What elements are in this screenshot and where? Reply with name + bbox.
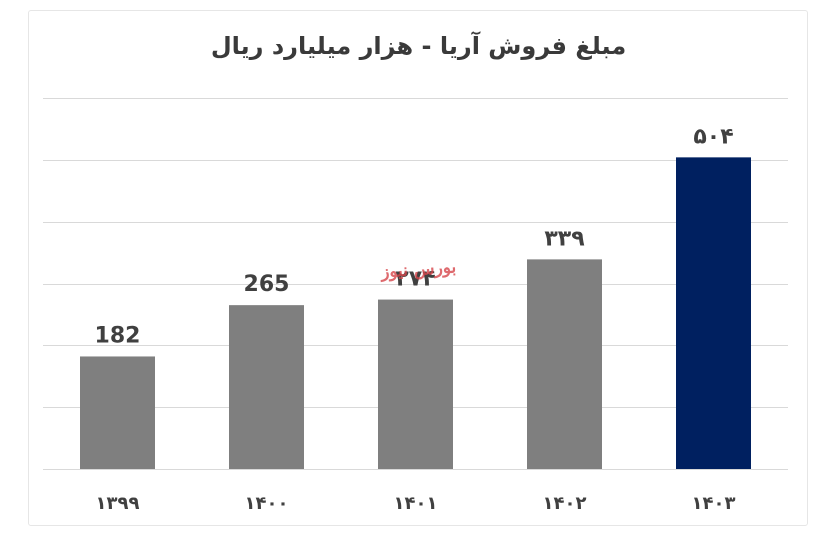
bar-3 <box>527 259 602 469</box>
x-tick-label-0: ۱۳۹۹ <box>96 493 140 514</box>
data-label-1: 265 <box>244 272 290 297</box>
data-label-2: ۲۷۴ <box>395 267 435 292</box>
chart-title: مبلغ فروش آریا - هزار میلیارد ریال <box>210 32 627 60</box>
x-tick-label-3: ۱۴۰۲ <box>543 493 587 514</box>
bar-4 <box>676 157 751 470</box>
bars <box>80 157 751 470</box>
x-tick-label-4: ۱۴۰۳ <box>692 493 736 514</box>
x-tick-label-1: ۱۴۰۰ <box>245 493 289 514</box>
data-label-0: 182 <box>95 323 141 348</box>
data-labels: 182 265 ۲۷۴ ۳۳۹ ۵۰۴ <box>95 124 734 348</box>
bar-2 <box>378 299 453 469</box>
bar-1 <box>229 305 304 469</box>
x-tick-label-2: ۱۴۰۱ <box>394 493 438 514</box>
data-label-3: ۳۳۹ <box>544 226 584 251</box>
data-label-4: ۵۰۴ <box>693 124 733 149</box>
x-axis-tick-labels: ۱۳۹۹ ۱۴۰۰ ۱۴۰۱ ۱۴۰۲ ۱۴۰۳ <box>96 493 736 514</box>
bar-0 <box>80 356 155 469</box>
